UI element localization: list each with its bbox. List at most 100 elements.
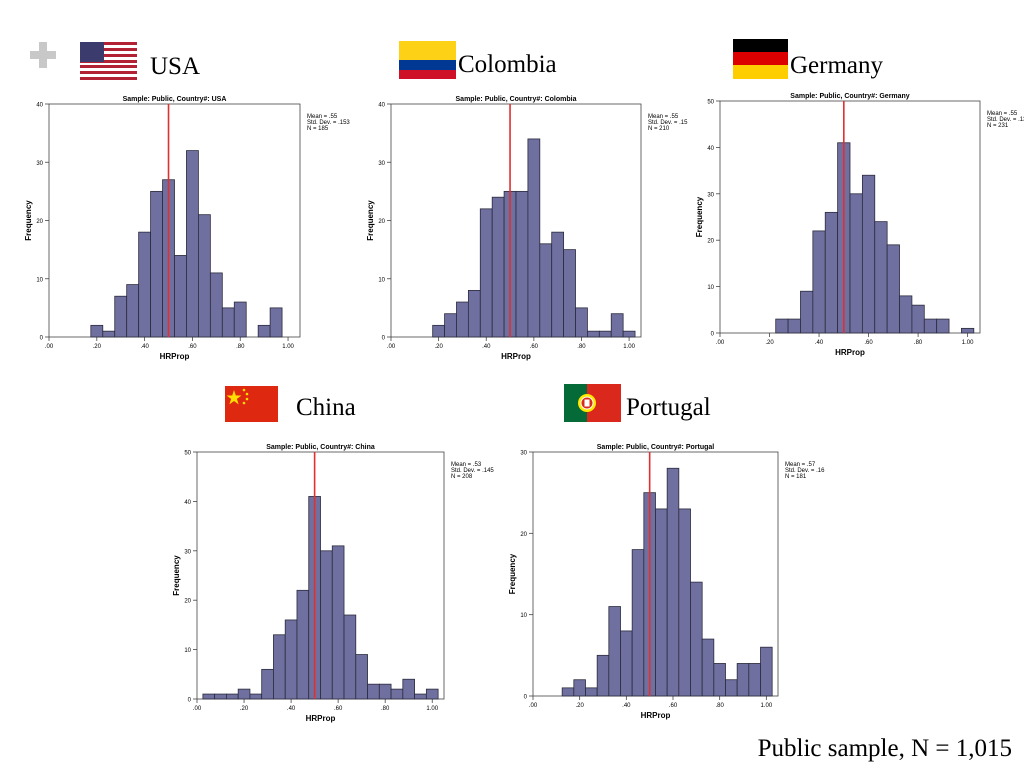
- y-tick-label-usa: 0: [40, 336, 44, 342]
- colombia-flag-icon: [399, 41, 456, 79]
- y-tick-label-china: 30: [184, 549, 191, 555]
- country-label-usa: USA: [150, 53, 201, 80]
- x-tick-label-usa: .00: [45, 344, 54, 350]
- stats-line-colombia: Std. Dev. = .15: [648, 120, 688, 126]
- stats-line-colombia: N = 210: [648, 126, 670, 132]
- stats-line-china: N = 208: [451, 474, 473, 480]
- histogram-bar-colombia: [610, 313, 624, 338]
- histogram-bar-china: [320, 550, 333, 700]
- x-tick-label-colombia: .00: [387, 344, 396, 350]
- stats-line-germany: N = 231: [987, 123, 1009, 129]
- histogram-bar-portugal: [655, 508, 668, 697]
- stats-line-china: Mean = .53: [451, 462, 482, 468]
- y-tick-label-china: 10: [184, 648, 191, 654]
- histogram-bar-portugal: [713, 663, 726, 697]
- y-tick-label-germany: 10: [707, 285, 714, 291]
- histogram-bar-germany: [961, 327, 975, 334]
- histogram-bar-germany: [812, 230, 826, 334]
- histogram-bar-usa: [198, 214, 211, 338]
- y-tick-label-china: 20: [184, 599, 191, 605]
- y-tick-label-portugal: 10: [520, 613, 527, 619]
- x-tick-label-portugal: .40: [622, 703, 631, 709]
- x-tick-label-china: .20: [240, 706, 249, 712]
- histogram-bar-germany: [800, 290, 814, 334]
- histogram-bar-china: [425, 688, 439, 700]
- x-tick-label-usa: 1.00: [282, 344, 294, 350]
- histogram-bar-usa: [269, 307, 283, 338]
- x-tick-label-colombia: 1.00: [623, 344, 635, 350]
- histogram-bar-usa: [102, 330, 116, 338]
- x-tick-label-usa: .40: [140, 344, 149, 350]
- stats-line-germany: Std. Dev. = .131: [987, 117, 1024, 123]
- y-axis-label-portugal: Frequency: [508, 553, 517, 594]
- histogram-bar-germany: [899, 295, 913, 334]
- histogram-bar-colombia: [444, 313, 457, 338]
- country-label-germany: Germany: [790, 52, 884, 79]
- x-tick-label-germany: 1.00: [962, 340, 974, 346]
- histogram-bar-colombia: [551, 231, 565, 338]
- x-tick-label-china: 1.00: [426, 706, 438, 712]
- plus-icon: [28, 40, 58, 70]
- histogram-germany: Sample: Public, Country#: Germany 0 10 20 30…: [695, 93, 1024, 357]
- histogram-bar-portugal: [620, 630, 633, 697]
- histogram-china: Sample: Public, Country#: China 0 10 20 30 40…: [172, 444, 494, 723]
- histogram-bar-portugal: [596, 654, 610, 697]
- histogram-bar-china: [202, 693, 216, 700]
- germany-flag-icon: [733, 39, 788, 79]
- x-tick-label-germany: .00: [716, 340, 725, 346]
- stats-line-portugal: Mean = .57: [785, 462, 816, 468]
- y-tick-label-usa: 20: [36, 219, 43, 225]
- x-tick-label-portugal: .80: [715, 703, 724, 709]
- histogram-bar-china: [284, 619, 298, 700]
- y-tick-label-colombia: 30: [378, 161, 385, 167]
- x-tick-label-colombia: .80: [577, 344, 586, 350]
- x-tick-label-portugal: .00: [529, 703, 538, 709]
- histogram-bar-colombia: [598, 330, 612, 338]
- histogram-bar-china: [249, 693, 263, 700]
- portugal-flag-icon: [564, 384, 621, 422]
- y-tick-label-colombia: 0: [382, 336, 386, 342]
- histogram-bar-colombia: [622, 330, 636, 338]
- x-axis-label-colombia: HRProp: [501, 352, 531, 361]
- stats-line-portugal: N = 181: [785, 474, 807, 480]
- histogram-bar-usa: [126, 284, 140, 338]
- histogram-bar-china: [414, 693, 427, 700]
- chart-title-portugal: Sample: Public, Country#: Portugal: [597, 444, 715, 451]
- stats-line-usa: Std. Dev. = .153: [307, 120, 350, 126]
- country-label-colombia: Colombia: [458, 51, 557, 78]
- histogram-colombia: Sample: Public, Country#: Colombia 0 10 20 3…: [366, 96, 688, 361]
- x-tick-label-germany: .20: [765, 340, 774, 346]
- histogram-bar-china: [390, 688, 404, 700]
- histogram-bar-germany: [886, 244, 900, 334]
- y-tick-label-colombia: 40: [378, 103, 385, 109]
- histogram-bar-china: [261, 668, 274, 700]
- histogram-bar-portugal: [701, 638, 715, 697]
- chart-title-colombia: Sample: Public, Country#: Colombia: [456, 96, 577, 103]
- chart-title-usa: Sample: Public, Country#: USA: [123, 96, 227, 103]
- y-axis-label-colombia: Frequency: [366, 200, 375, 241]
- histogram-bar-portugal: [585, 687, 598, 697]
- x-tick-label-china: .00: [193, 706, 202, 712]
- histogram-bar-portugal: [690, 581, 703, 697]
- country-label-china: China: [296, 394, 356, 421]
- x-tick-label-colombia: .20: [434, 344, 443, 350]
- stats-line-usa: N = 185: [307, 126, 329, 132]
- x-tick-label-china: .40: [287, 706, 296, 712]
- histogram-bar-germany: [787, 318, 801, 334]
- histogram-bar-germany: [911, 304, 925, 334]
- x-tick-label-usa: .20: [93, 344, 102, 350]
- y-tick-label-china: 40: [184, 500, 191, 506]
- histogram-bar-usa: [90, 324, 104, 338]
- histogram-bar-germany: [861, 174, 876, 334]
- histogram-bar-usa: [186, 150, 199, 338]
- histogram-bar-portugal: [666, 467, 680, 697]
- y-tick-label-portugal: 20: [520, 532, 527, 538]
- histogram-bar-portugal: [725, 679, 738, 697]
- sample-size-footer: Public sample, N = 1,015: [757, 735, 1012, 762]
- usa-flag-icon: [80, 42, 137, 80]
- stats-line-portugal: Std. Dev. = .16: [785, 468, 825, 474]
- chart-title-germany: Sample: Public, Country#: Germany: [790, 93, 910, 100]
- stats-line-china: Std. Dev. = .145: [451, 468, 494, 474]
- histogram-bar-usa: [114, 295, 128, 338]
- histogram-bar-colombia: [587, 330, 600, 338]
